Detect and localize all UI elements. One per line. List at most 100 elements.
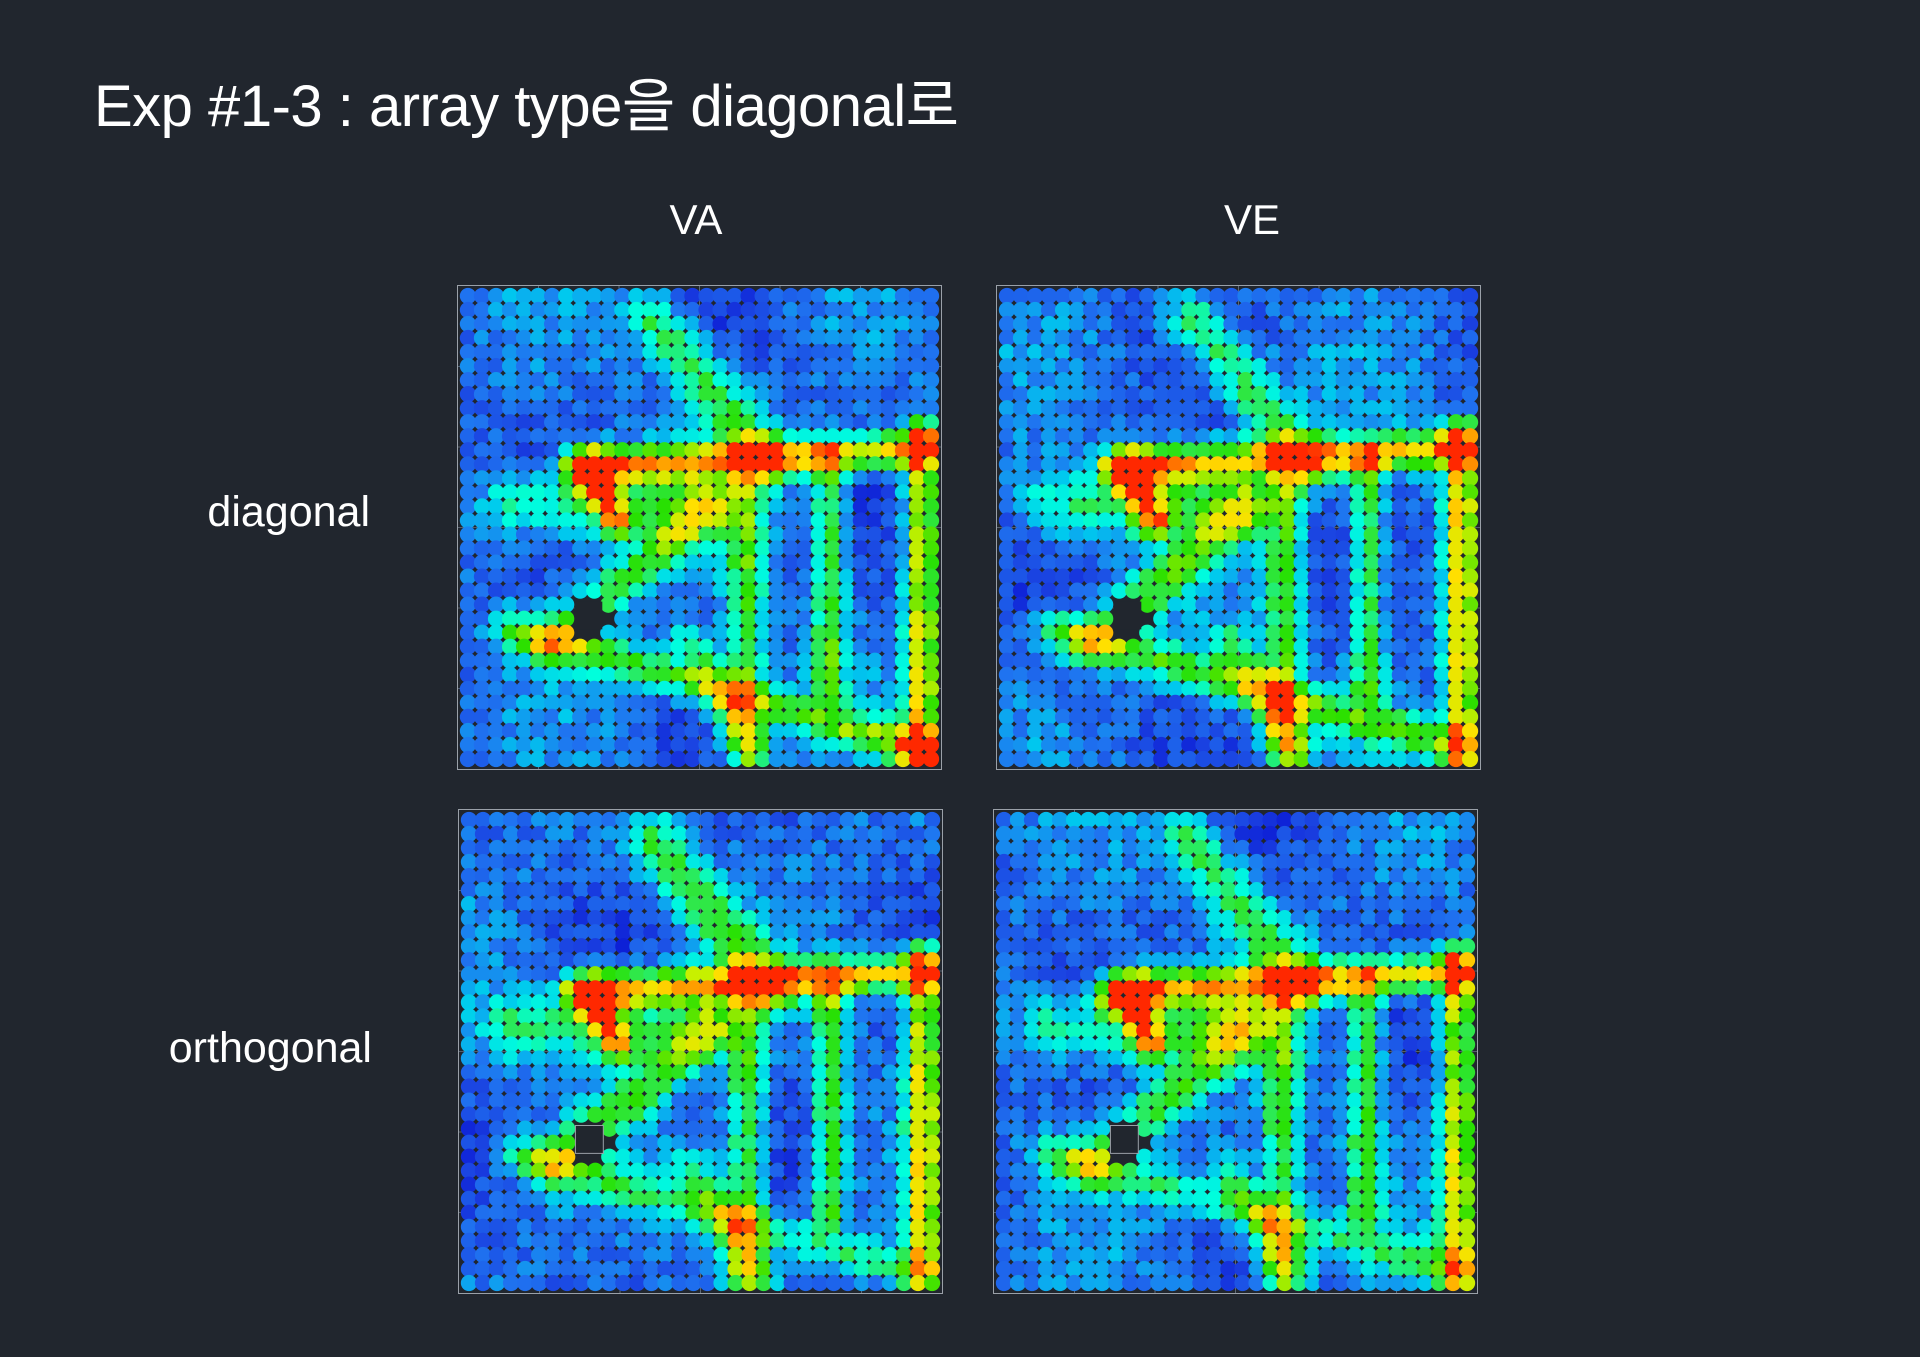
heatmap-cell [998,694,1016,712]
heatmap-cell [811,896,828,913]
heatmap-cell [1349,372,1366,389]
heatmap-cell [1150,811,1167,829]
heatmap-cell [1419,638,1437,655]
heatmap-cell [656,736,673,754]
heatmap-cell [825,867,842,885]
heatmap-cell [1083,750,1100,768]
heatmap-cell [797,825,814,843]
heatmap-cell [1307,638,1324,655]
heatmap-cell [1318,839,1335,857]
heatmap-cell [1083,414,1100,431]
heatmap-cell [1181,329,1198,347]
heatmap-cell [1447,498,1465,515]
heatmap-cell [1209,652,1226,669]
heatmap-cell [783,1106,800,1123]
heatmap-cell [629,839,646,857]
heatmap-cell [600,498,617,515]
heatmap-cell [908,708,926,726]
heatmap-cell [1388,1022,1406,1039]
heatmap-cell [559,1106,576,1123]
heatmap-cell [1419,708,1437,726]
heatmap-cell [1083,372,1100,389]
heatmap-cell [1167,343,1184,361]
heatmap-cell [740,610,757,627]
heatmap-cell [726,315,743,333]
heatmap-cell [572,666,589,683]
heatmap-cell [460,938,478,955]
heatmap-cell [1290,1162,1307,1179]
heatmap-cell [1458,811,1476,829]
heatmap-cell [1402,1050,1420,1067]
heatmap-cell [1304,1092,1321,1109]
heatmap-cell [1349,708,1366,726]
heatmap-cell [1461,372,1479,389]
heatmap-cell [1139,301,1156,319]
heatmap-cell [1209,329,1226,347]
heatmap-cell [741,1106,758,1123]
heatmap-cell [1363,526,1380,543]
heatmap-cell [1192,966,1209,983]
heatmap-cell [796,512,813,529]
heatmap-cell [1276,980,1293,997]
heatmap-cell [909,1204,927,1222]
heatmap-cell [1054,736,1072,754]
heatmap-cell [1167,357,1184,375]
heatmap-cell [629,1022,646,1039]
heatmap-cell [713,1134,730,1151]
heatmap-cell [839,1106,856,1123]
heatmap-cell [811,1134,828,1151]
heatmap-cell [824,372,841,389]
heatmap-cell [1150,952,1167,969]
heatmap-cell [501,666,519,683]
heatmap-cell [998,287,1016,305]
heatmap-cell [1009,1078,1027,1095]
heatmap-cell [1040,414,1058,431]
heatmap-cell [838,610,855,627]
heatmap-cell [922,540,940,557]
heatmap-cell [838,666,855,683]
heatmap-cell [852,470,870,487]
heatmap-cell [501,526,519,543]
heatmap-cell [1153,736,1170,754]
heatmap-cell [1108,811,1125,829]
heatmap-cell [684,554,701,571]
heatmap-cell [1419,680,1437,698]
heatmap-cell [797,980,814,997]
heatmap-cell [1083,301,1100,319]
heatmap-cell [1164,1218,1181,1236]
heatmap-cell [628,456,645,473]
heatmap-cell [698,708,715,726]
heatmap-cell [1307,428,1324,445]
heatmap-cell [1051,910,1069,927]
heatmap-cell [614,526,631,543]
heatmap-cell [1136,1190,1153,1207]
heatmap-cell [545,1260,562,1278]
heatmap-cell [782,526,799,543]
heatmap-cell [1248,966,1265,983]
heatmap-cell [586,750,603,768]
heatmap-cell [1237,582,1254,599]
heatmap-cell [473,414,491,431]
heatmap-cell [909,881,927,899]
heatmap-cell [629,1232,646,1250]
heatmap-cell [1234,1218,1251,1236]
heatmap-cell [573,1176,590,1193]
heatmap-cell [1136,910,1153,927]
heatmap-cell [670,428,687,445]
heatmap-cell [573,1050,590,1067]
heatmap-cell [853,839,871,857]
heatmap-cell [726,442,743,459]
heatmap-cell [670,372,687,389]
heatmap-cell [1209,414,1226,431]
heatmap-cell [516,938,534,955]
heatmap-cell [1040,540,1058,557]
heatmap-cell [740,456,757,473]
heatmap-cell [587,811,604,829]
heatmap-cell [1037,1246,1055,1264]
heatmap-cell [1349,414,1366,431]
heatmap-cell [1026,414,1044,431]
heatmap-cell [1419,750,1437,768]
heatmap-cell [558,540,575,557]
heatmap-cell [628,666,645,683]
heatmap-cell [459,498,477,515]
